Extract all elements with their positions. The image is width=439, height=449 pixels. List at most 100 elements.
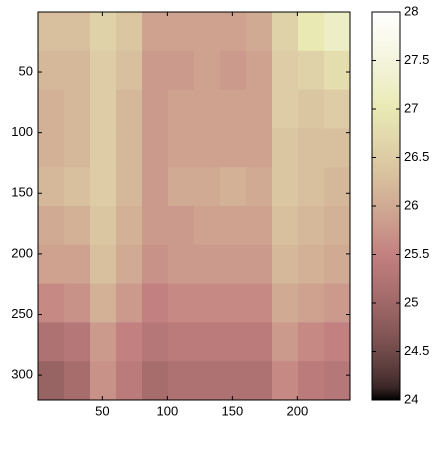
heatmap-cell bbox=[38, 283, 65, 323]
heatmap-cell bbox=[194, 89, 221, 129]
heatmap-cell bbox=[324, 206, 351, 246]
heatmap-cell bbox=[246, 167, 273, 207]
heatmap-cell bbox=[90, 283, 117, 323]
heatmap-cell bbox=[246, 244, 273, 285]
heatmap-cell bbox=[220, 322, 247, 362]
x-tick-label: 200 bbox=[286, 403, 308, 418]
heatmap-cell bbox=[168, 206, 195, 246]
heatmap-cell bbox=[324, 322, 351, 362]
heatmap bbox=[38, 12, 351, 401]
heatmap-cell bbox=[324, 283, 351, 323]
heatmap-cell bbox=[272, 89, 299, 129]
heatmap-cell bbox=[324, 361, 351, 401]
colorbar-tick-label: 24.5 bbox=[404, 343, 429, 358]
heatmap-cell bbox=[64, 322, 91, 362]
colorbar-tick-label: 27.5 bbox=[404, 52, 429, 67]
heatmap-cell bbox=[116, 50, 143, 91]
heatmap-cell bbox=[38, 361, 65, 401]
y-tick-label: 150 bbox=[11, 185, 33, 200]
y-tick-label: 100 bbox=[11, 124, 33, 139]
heatmap-cell bbox=[90, 322, 117, 362]
heatmap-cell bbox=[90, 128, 117, 168]
heatmap-cell bbox=[272, 206, 299, 246]
colorbar-tick-label: 27 bbox=[404, 100, 418, 115]
heatmap-cell bbox=[116, 322, 143, 362]
heatmap-cell bbox=[324, 244, 351, 285]
y-tick-label: 200 bbox=[11, 245, 33, 260]
heatmap-cell bbox=[220, 89, 247, 129]
heatmap-cell bbox=[272, 283, 299, 323]
heatmap-cell bbox=[64, 206, 91, 246]
heatmap-cell bbox=[298, 50, 325, 91]
heatmap-cell bbox=[168, 322, 195, 362]
colorbar-tick-label: 25 bbox=[404, 294, 418, 309]
heatmap-cell bbox=[116, 244, 143, 285]
heatmap-cell bbox=[324, 89, 351, 129]
heatmap-cell bbox=[142, 167, 169, 207]
heatmap-cell bbox=[38, 50, 65, 91]
heatmap-cell bbox=[194, 167, 221, 207]
heatmap-cell bbox=[298, 361, 325, 401]
heatmap-cell bbox=[168, 50, 195, 91]
heatmap-cell bbox=[38, 206, 65, 246]
heatmap-cell bbox=[168, 89, 195, 129]
heatmap-cell bbox=[116, 89, 143, 129]
heatmap-cell bbox=[298, 206, 325, 246]
heatmap-cell bbox=[142, 361, 169, 401]
heatmap-cell bbox=[64, 128, 91, 168]
heatmap-cell bbox=[142, 206, 169, 246]
x-tick-label: 100 bbox=[156, 403, 178, 418]
heatmap-cell bbox=[246, 89, 273, 129]
heatmap-cell bbox=[272, 50, 299, 91]
heatmap-cell bbox=[298, 12, 325, 52]
x-tick-label: 150 bbox=[221, 403, 243, 418]
colorbar-tick-label: 26 bbox=[404, 197, 418, 212]
heatmap-cell bbox=[90, 167, 117, 207]
heatmap-cell bbox=[142, 128, 169, 168]
heatmap-cell bbox=[220, 128, 247, 168]
heatmap-cell bbox=[272, 12, 299, 52]
heatmap-cell bbox=[194, 50, 221, 91]
heatmap-cell bbox=[246, 322, 273, 362]
axes-frame bbox=[37, 11, 351, 401]
heatmap-cell bbox=[324, 12, 351, 52]
heatmap-cell bbox=[142, 283, 169, 323]
heatmap-cell bbox=[116, 361, 143, 401]
heatmap-cell bbox=[38, 167, 65, 207]
heatmap-cell bbox=[64, 283, 91, 323]
heatmap-cell bbox=[246, 12, 273, 52]
heatmap-cell bbox=[194, 12, 221, 52]
heatmap-cell bbox=[272, 244, 299, 285]
heatmap-cell bbox=[64, 361, 91, 401]
heatmap-cell bbox=[116, 283, 143, 323]
heatmap-cell bbox=[246, 206, 273, 246]
heatmap-cell bbox=[168, 12, 195, 52]
heatmap-cell bbox=[142, 322, 169, 362]
heatmap-cell bbox=[64, 244, 91, 285]
heatmap-cell bbox=[272, 322, 299, 362]
heatmap-cell bbox=[168, 361, 195, 401]
heatmap-cell bbox=[220, 283, 247, 323]
heatmap-cell bbox=[142, 89, 169, 129]
heatmap-cell bbox=[38, 322, 65, 362]
heatmap-cell bbox=[220, 12, 247, 52]
heatmap-cell bbox=[116, 12, 143, 52]
heatmap-cell bbox=[324, 167, 351, 207]
heatmap-cell bbox=[38, 244, 65, 285]
x-tick-label: 50 bbox=[95, 403, 109, 418]
heatmap-cell bbox=[142, 244, 169, 285]
heatmap-cell bbox=[246, 50, 273, 91]
heatmap-cell bbox=[64, 89, 91, 129]
heatmap-cell bbox=[168, 167, 195, 207]
heatmap-cell bbox=[64, 50, 91, 91]
heatmap-cell bbox=[220, 167, 247, 207]
heatmap-cell bbox=[298, 89, 325, 129]
heatmap-cell bbox=[90, 361, 117, 401]
heatmap-cell bbox=[142, 50, 169, 91]
heatmap-cell bbox=[246, 361, 273, 401]
heatmap-cell bbox=[194, 361, 221, 401]
heatmap-cell bbox=[90, 206, 117, 246]
colorbar-tick-label: 25.5 bbox=[404, 246, 429, 261]
heatmap-cell bbox=[64, 12, 91, 52]
